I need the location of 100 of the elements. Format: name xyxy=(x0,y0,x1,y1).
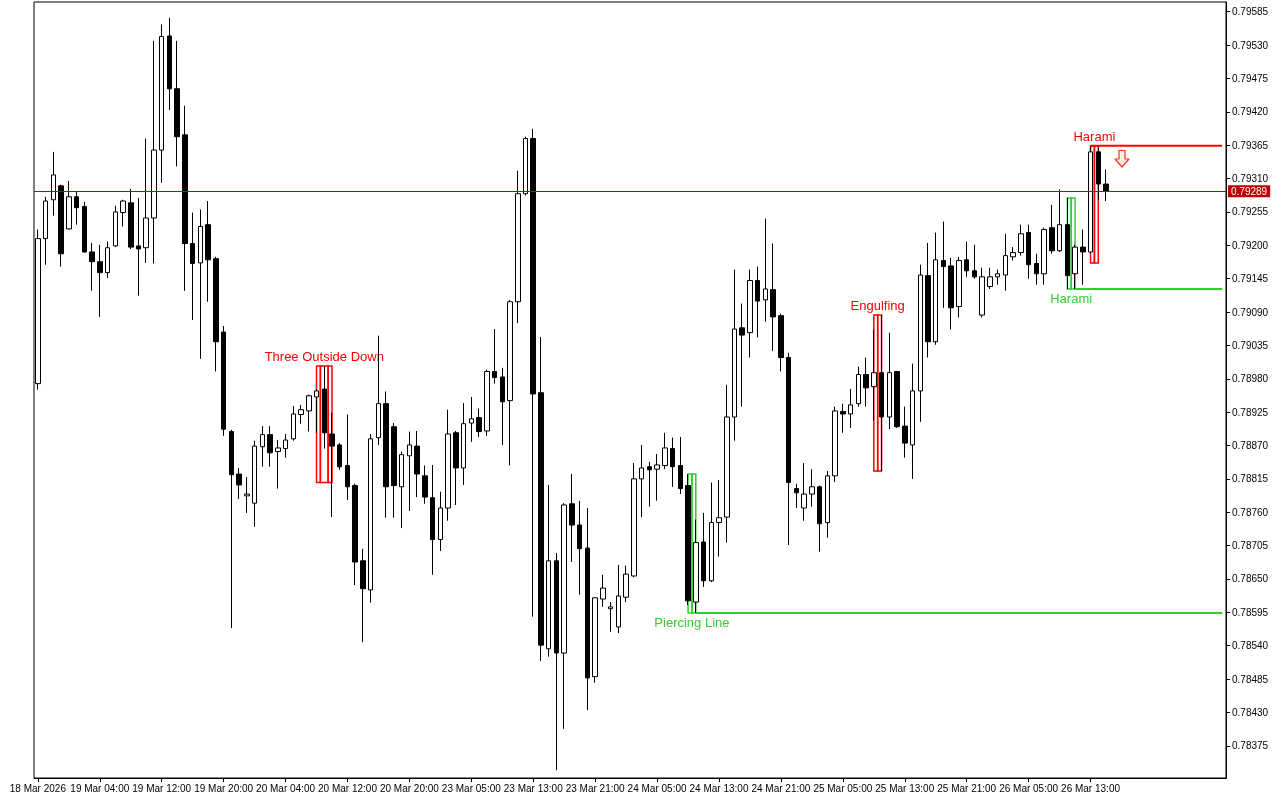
candlestick xyxy=(530,128,536,618)
candlestick xyxy=(600,574,606,608)
x-tick-label: 19 Mar 12:00 xyxy=(132,782,192,794)
candlestick xyxy=(987,267,993,290)
y-tick-label: 0.79310 xyxy=(1232,173,1269,185)
x-tick-label: 20 Mar 04:00 xyxy=(256,782,316,794)
candlestick xyxy=(66,180,72,231)
candlestick xyxy=(143,138,149,264)
y-tick-label: 0.79475 xyxy=(1232,72,1269,84)
candlestick xyxy=(654,453,660,502)
y-tick-label: 0.78430 xyxy=(1232,706,1269,718)
candlestick xyxy=(136,197,141,297)
candlestick xyxy=(856,366,861,408)
candlestick xyxy=(554,552,559,771)
y-tick-label: 0.78705 xyxy=(1232,540,1269,552)
candlestick xyxy=(337,442,342,471)
candlestick xyxy=(306,394,312,433)
y-tick-label: 0.79255 xyxy=(1232,206,1269,218)
candlestick xyxy=(43,196,48,266)
candlestick xyxy=(763,218,768,323)
candlestick xyxy=(747,269,753,359)
candlestick xyxy=(678,436,683,495)
candlestick xyxy=(229,429,234,629)
candlestick xyxy=(647,461,652,508)
candlestick xyxy=(291,405,296,442)
candlestick xyxy=(74,191,79,226)
candlestick xyxy=(910,363,915,480)
candlestick xyxy=(925,242,931,359)
candlestick xyxy=(267,425,273,468)
series-label: Harami xyxy=(1073,128,1116,144)
candlestick xyxy=(770,242,776,352)
series-label: Engulfing xyxy=(850,298,905,314)
candlestick xyxy=(484,369,490,437)
candlestick xyxy=(848,388,853,429)
candlestick xyxy=(345,414,350,501)
candlestick xyxy=(979,267,985,318)
candlestick xyxy=(283,433,288,459)
candlestick xyxy=(631,462,637,578)
candlestick xyxy=(1080,229,1086,286)
candlestick xyxy=(58,184,64,268)
candlestick xyxy=(105,241,110,279)
candlestick xyxy=(252,440,257,528)
candlestick xyxy=(794,483,799,509)
y-tick-label: 0.79090 xyxy=(1232,306,1269,318)
candlestick xyxy=(840,403,846,434)
y-tick-label: 0.78815 xyxy=(1232,473,1269,485)
candlestick xyxy=(964,241,969,278)
candlestick xyxy=(724,384,730,544)
candlestick xyxy=(469,396,474,443)
candlestick xyxy=(662,432,668,470)
y-tick-label: 0.78540 xyxy=(1232,640,1269,652)
candlestick xyxy=(500,367,505,446)
x-tick-label: 26 Mar 05:00 xyxy=(999,782,1059,794)
candlestick xyxy=(623,565,629,603)
candlestick xyxy=(608,601,613,633)
candlestick xyxy=(159,23,164,184)
candlestick xyxy=(476,408,482,438)
candlestick xyxy=(832,406,838,483)
y-tick-label: 0.78485 xyxy=(1232,673,1269,685)
candlestick xyxy=(507,299,513,467)
candlestick xyxy=(492,328,497,385)
candlestick xyxy=(236,467,242,500)
candlestick xyxy=(275,439,281,490)
candlestick xyxy=(894,370,900,429)
y-tick-label: 0.78925 xyxy=(1232,406,1269,418)
candlestick xyxy=(174,40,180,167)
y-tick-label: 0.79145 xyxy=(1232,273,1269,285)
y-tick-label: 0.78650 xyxy=(1232,573,1269,585)
candlestick xyxy=(995,269,1000,286)
candlestick xyxy=(716,479,722,558)
x-tick-label: 23 Mar 05:00 xyxy=(441,782,502,794)
candlestick xyxy=(693,519,699,614)
candlestick xyxy=(515,170,521,324)
candlestick xyxy=(786,352,791,546)
y-tick-label: 0.78375 xyxy=(1232,740,1269,752)
x-tick-label: 24 Mar 05:00 xyxy=(627,782,687,794)
candlestick xyxy=(82,201,87,254)
y-tick-label: 0.79530 xyxy=(1232,39,1269,51)
candlestick xyxy=(972,244,977,280)
candlestick xyxy=(322,365,327,450)
candlestick xyxy=(113,205,118,248)
candlestick xyxy=(360,548,366,643)
candlestick xyxy=(577,500,582,596)
candlestick xyxy=(213,256,219,372)
candlestick xyxy=(430,464,435,576)
candlestick xyxy=(709,482,714,583)
candlestick xyxy=(182,105,188,292)
candlestick xyxy=(260,425,265,468)
candlestick xyxy=(585,507,590,711)
candlestick xyxy=(546,484,551,658)
y-tick-label: 0.79365 xyxy=(1232,139,1269,151)
candlestick xyxy=(902,406,908,459)
candlestick xyxy=(1041,227,1047,286)
x-tick-label: 19 Mar 20:00 xyxy=(194,782,254,794)
y-tick-label: 0.78980 xyxy=(1232,373,1269,385)
y-tick-label: 0.78760 xyxy=(1232,506,1269,518)
x-tick-label: 23 Mar 21:00 xyxy=(565,782,626,794)
candlestick xyxy=(639,444,644,518)
candlestick xyxy=(592,596,598,684)
candlestick xyxy=(817,485,822,553)
